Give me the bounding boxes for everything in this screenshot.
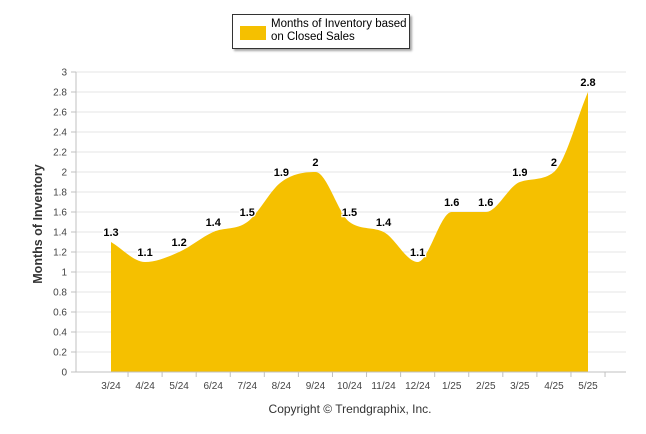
x-tick-label: 8/24 bbox=[272, 381, 292, 392]
data-label: 1.9 bbox=[274, 167, 289, 179]
data-labels: 1.3 1.1 1.2 1.4 1.5 1.9 2 1.5 1.4 1.1 1.6 1.6 1.9 2 2.… bbox=[102, 76, 597, 261]
data-label: 1.2 bbox=[171, 237, 186, 249]
x-tick-label: 4/25 bbox=[544, 381, 564, 392]
x-tick-label: 6/24 bbox=[203, 381, 223, 392]
x-tick-label: 7/24 bbox=[238, 381, 258, 392]
y-tick-label: 2.6 bbox=[53, 108, 67, 119]
y-tick-label: 0 bbox=[61, 368, 67, 379]
x-tick-label: 5/25 bbox=[578, 381, 598, 392]
data-label: 1.5 bbox=[342, 207, 357, 219]
x-tick-label: 5/24 bbox=[169, 381, 189, 392]
y-axis-title: Months of Inventory bbox=[31, 164, 45, 284]
x-tick-label: 10/24 bbox=[337, 381, 362, 392]
data-label: 1.6 bbox=[444, 197, 459, 209]
data-label: 1.3 bbox=[103, 227, 118, 239]
x-tick-label: 2/25 bbox=[476, 381, 496, 392]
data-label: 2 bbox=[551, 157, 557, 169]
data-label: 1.6 bbox=[478, 197, 493, 209]
x-tick-label: 3/24 bbox=[101, 381, 121, 392]
x-tick-label: 11/24 bbox=[371, 381, 396, 392]
data-label: 1.4 bbox=[206, 217, 222, 229]
data-label: 2 bbox=[312, 157, 318, 169]
y-tick-label: 1.2 bbox=[53, 248, 67, 259]
y-tick-label: 1 bbox=[61, 268, 67, 279]
y-tick-label: 2 bbox=[61, 168, 67, 179]
data-label: 1.4 bbox=[376, 217, 392, 229]
data-label: 1.5 bbox=[240, 207, 255, 219]
legend-label: Months of Inventory based on Closed Sale… bbox=[271, 18, 407, 43]
y-tick-label: 2.2 bbox=[53, 148, 67, 159]
series-area bbox=[111, 92, 588, 372]
y-tick-label: 1.6 bbox=[53, 208, 67, 219]
y-axis-ticks: 0 0.2 0.4 0.6 0.8 1 1.2 1.4 1.6 1.8 2 2.2 2.4 2.6 2.8 3 bbox=[53, 68, 77, 379]
y-tick-label: 0.8 bbox=[53, 288, 67, 299]
legend-swatch bbox=[240, 26, 266, 40]
x-tick-label: 4/24 bbox=[135, 381, 155, 392]
series-area-shape bbox=[111, 92, 588, 372]
y-tick-label: 1.8 bbox=[53, 188, 67, 199]
legend[interactable]: Months of Inventory based on Closed Sale… bbox=[232, 14, 410, 49]
data-label: 1.1 bbox=[410, 247, 425, 259]
data-label: 1.1 bbox=[137, 247, 152, 259]
x-tick-label: 3/25 bbox=[510, 381, 530, 392]
copyright-text: Copyright © Trendgraphix, Inc. bbox=[268, 402, 432, 416]
x-tick-label: 9/24 bbox=[306, 381, 326, 392]
y-tick-label: 3 bbox=[61, 68, 67, 79]
data-label: 1.9 bbox=[512, 167, 527, 179]
y-tick-label: 0.6 bbox=[53, 308, 67, 319]
y-tick-label: 0.4 bbox=[53, 328, 67, 339]
y-tick-label: 2.8 bbox=[53, 88, 67, 99]
y-tick-label: 1.4 bbox=[53, 228, 67, 239]
y-tick-label: 0.2 bbox=[53, 348, 67, 359]
y-tick-label: 2.4 bbox=[53, 128, 67, 139]
x-tick-label: 1/25 bbox=[442, 381, 462, 392]
data-label: 2.8 bbox=[580, 77, 595, 89]
x-axis-ticks: 3/24 4/24 5/24 6/24 7/24 8/24 9/24 10/24 11/24 12… bbox=[76, 371, 626, 392]
x-tick-label: 12/24 bbox=[405, 381, 430, 392]
